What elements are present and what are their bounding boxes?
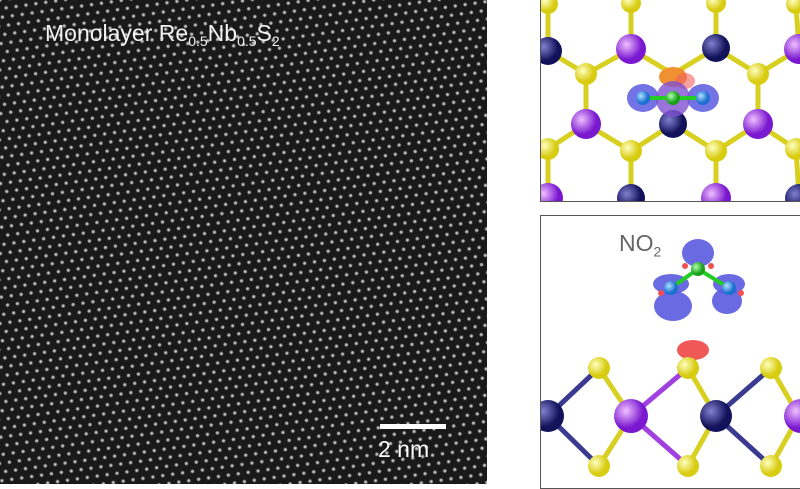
metal-atoms	[541, 34, 800, 201]
sulfur-atoms	[541, 0, 800, 162]
image-title: Monolayer Re0.5Nb0.5S2	[45, 20, 280, 49]
top-view-panel	[540, 0, 800, 202]
molecule-label: NO2	[619, 230, 662, 260]
side-view-panel: NO2	[540, 215, 800, 489]
side-view-structure	[541, 239, 800, 477]
scale-bar	[380, 424, 446, 429]
atomic-lattice-image	[0, 0, 487, 484]
no2-molecule-side	[653, 239, 745, 321]
no2-molecule-top	[627, 67, 719, 117]
stem-micrograph: Monolayer Re0.5Nb0.5S2 2 nm	[0, 0, 487, 484]
scale-bar-label: 2 nm	[378, 436, 430, 462]
top-view-structure	[541, 0, 800, 201]
